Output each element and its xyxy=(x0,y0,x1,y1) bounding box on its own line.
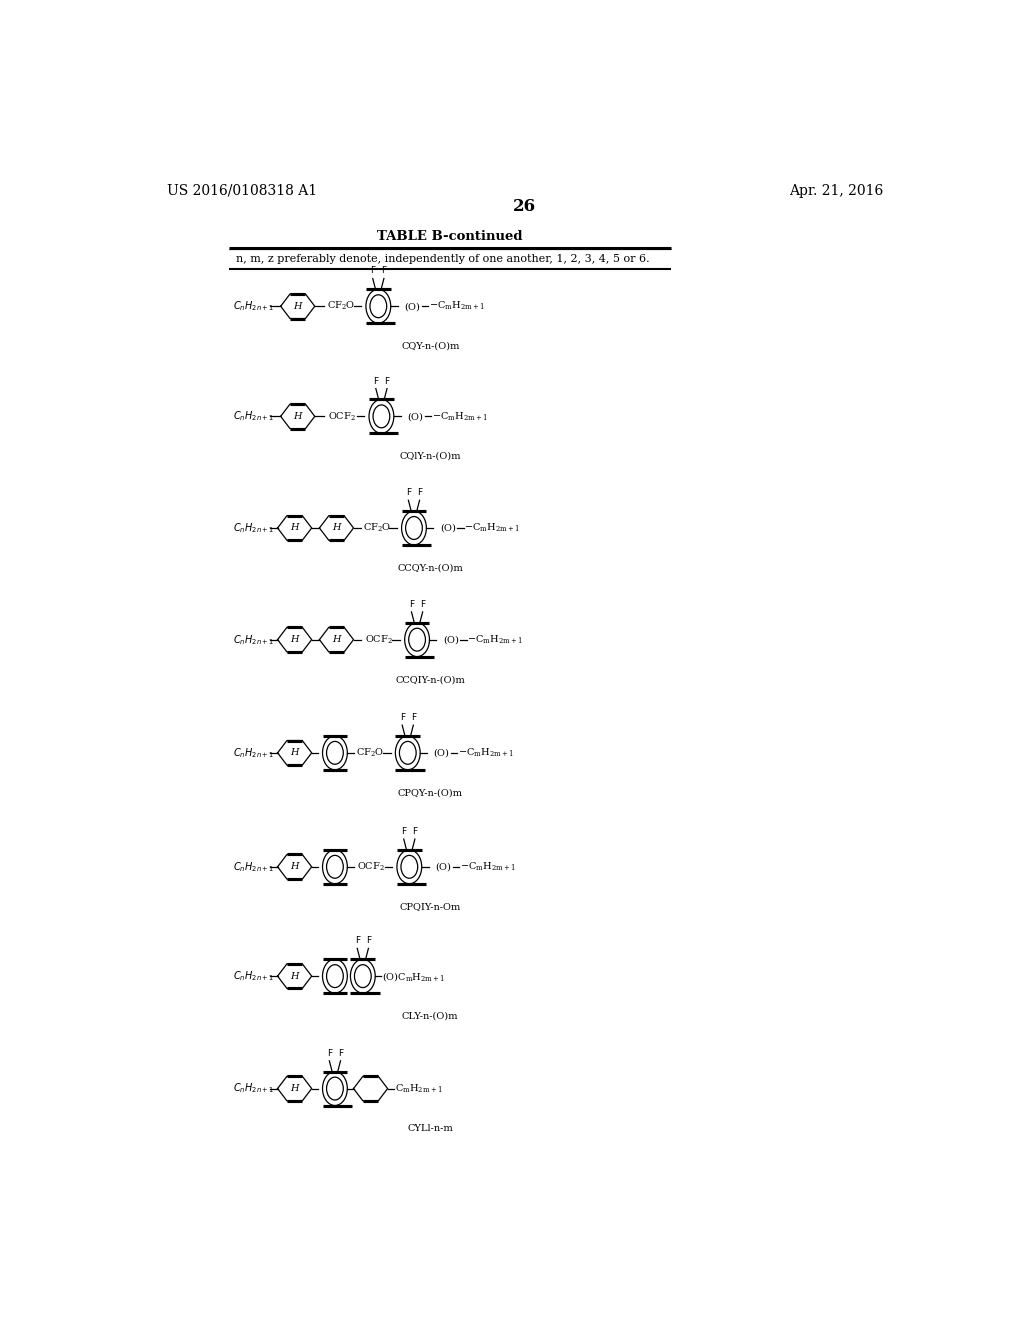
Text: $\mathregular{(O)}$: $\mathregular{(O)}$ xyxy=(439,521,457,535)
Text: $C_nH_{2n+1}$: $C_nH_{2n+1}$ xyxy=(232,632,274,647)
Text: F: F xyxy=(420,599,425,609)
Text: H: H xyxy=(332,635,341,644)
Text: H: H xyxy=(291,748,299,758)
Text: $\mathregular{(O)}$: $\mathregular{(O)}$ xyxy=(403,300,421,313)
Text: $C_nH_{2n+1}$: $C_nH_{2n+1}$ xyxy=(232,300,274,313)
Text: Apr. 21, 2016: Apr. 21, 2016 xyxy=(788,183,883,198)
Text: $C_nH_{2n+1}$: $C_nH_{2n+1}$ xyxy=(232,521,274,535)
Text: CPQY-n-(O)m: CPQY-n-(O)m xyxy=(397,788,463,797)
Text: $\mathregular{(O)}$: $\mathregular{(O)}$ xyxy=(433,746,451,759)
Text: $\mathregular{(O)C_mH_{2m+1}}$: $\mathregular{(O)C_mH_{2m+1}}$ xyxy=(382,970,445,982)
Text: F: F xyxy=(384,376,389,385)
Text: $\mathregular{-C_mH_{2m+1}}$: $\mathregular{-C_mH_{2m+1}}$ xyxy=(429,300,484,313)
Text: $\mathregular{CF_2O}$: $\mathregular{CF_2O}$ xyxy=(364,521,392,535)
Text: $\mathregular{-C_mH_{2m+1}}$: $\mathregular{-C_mH_{2m+1}}$ xyxy=(432,411,487,422)
Text: $C_nH_{2n+1}$: $C_nH_{2n+1}$ xyxy=(232,859,274,874)
Text: F: F xyxy=(409,599,414,609)
Text: $C_nH_{2n+1}$: $C_nH_{2n+1}$ xyxy=(232,969,274,983)
Text: CPQIY-n-Om: CPQIY-n-Om xyxy=(399,903,461,911)
Text: F: F xyxy=(381,267,386,276)
Text: US 2016/0108318 A1: US 2016/0108318 A1 xyxy=(167,183,316,198)
Text: $\mathregular{-C_mH_{2m+1}}$: $\mathregular{-C_mH_{2m+1}}$ xyxy=(467,634,523,645)
Text: 26: 26 xyxy=(513,198,537,215)
Text: $\mathregular{OCF_2}$: $\mathregular{OCF_2}$ xyxy=(357,861,385,873)
Text: $\mathregular{(O)}$: $\mathregular{(O)}$ xyxy=(442,634,460,645)
Text: $\mathregular{OCF_2}$: $\mathregular{OCF_2}$ xyxy=(328,411,356,422)
Text: F: F xyxy=(401,828,407,836)
Text: F: F xyxy=(327,1049,332,1057)
Text: $\mathregular{CF_2O}$: $\mathregular{CF_2O}$ xyxy=(327,300,355,313)
Text: CQY-n-(O)m: CQY-n-(O)m xyxy=(401,342,460,351)
Text: CYLl-n-m: CYLl-n-m xyxy=(408,1125,454,1133)
Text: H: H xyxy=(291,972,299,981)
Text: CQlY-n-(O)m: CQlY-n-(O)m xyxy=(399,451,461,461)
Text: CCQIY-n-(O)m: CCQIY-n-(O)m xyxy=(395,676,465,684)
Text: F: F xyxy=(354,936,359,945)
Text: H: H xyxy=(294,412,302,421)
Text: $\mathregular{-C_mH_{2m+1}}$: $\mathregular{-C_mH_{2m+1}}$ xyxy=(464,521,520,535)
Text: H: H xyxy=(291,862,299,871)
Text: $\mathregular{CF_2O}$: $\mathregular{CF_2O}$ xyxy=(356,747,385,759)
Text: F: F xyxy=(417,488,422,498)
Text: F: F xyxy=(366,936,371,945)
Text: $\mathregular{OCF_2}$: $\mathregular{OCF_2}$ xyxy=(366,634,393,645)
Text: H: H xyxy=(291,524,299,532)
Text: $\mathregular{-C_mH_{2m+1}}$: $\mathregular{-C_mH_{2m+1}}$ xyxy=(460,861,515,873)
Text: $C_nH_{2n+1}$: $C_nH_{2n+1}$ xyxy=(232,409,274,424)
Text: F: F xyxy=(406,488,411,498)
Text: $C_nH_{2n+1}$: $C_nH_{2n+1}$ xyxy=(232,746,274,760)
Text: F: F xyxy=(413,828,418,836)
Text: $\mathregular{C_mH_{2m+1}}$: $\mathregular{C_mH_{2m+1}}$ xyxy=(394,1082,442,1094)
Text: TABLE B-continued: TABLE B-continued xyxy=(377,231,522,243)
Text: $\mathregular{-C_mH_{2m+1}}$: $\mathregular{-C_mH_{2m+1}}$ xyxy=(458,747,514,759)
Text: $C_nH_{2n+1}$: $C_nH_{2n+1}$ xyxy=(232,1081,274,1096)
Text: n, m, z preferably denote, independently of one another, 1, 2, 3, 4, 5 or 6.: n, m, z preferably denote, independently… xyxy=(237,253,650,264)
Text: F: F xyxy=(399,713,404,722)
Text: H: H xyxy=(332,524,341,532)
Text: CLY-n-(O)m: CLY-n-(O)m xyxy=(402,1011,459,1020)
Text: F: F xyxy=(411,713,416,722)
Text: CCQY-n-(O)m: CCQY-n-(O)m xyxy=(397,564,463,573)
Text: F: F xyxy=(338,1049,343,1057)
Text: $\mathregular{(O)}$: $\mathregular{(O)}$ xyxy=(408,411,424,422)
Text: $\mathregular{(O)}$: $\mathregular{(O)}$ xyxy=(435,861,452,874)
Text: H: H xyxy=(291,1084,299,1093)
Text: F: F xyxy=(371,267,376,276)
Text: F: F xyxy=(374,376,379,385)
Text: H: H xyxy=(291,635,299,644)
Text: H: H xyxy=(294,302,302,310)
